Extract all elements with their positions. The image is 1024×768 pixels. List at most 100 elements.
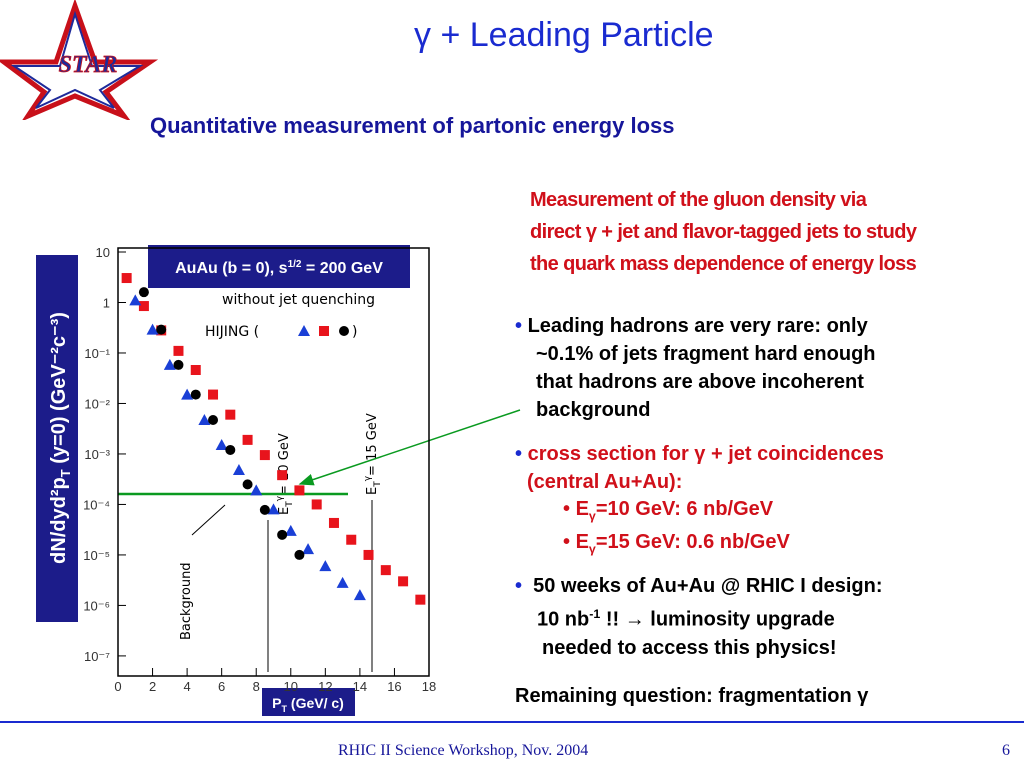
page-number: 6 xyxy=(1002,742,1010,759)
highlight-line: the quark mass dependence of energy loss xyxy=(530,253,917,275)
marker-triangle xyxy=(181,388,194,400)
marker-triangle xyxy=(336,576,349,588)
marker-circle xyxy=(190,389,201,400)
bullet-line: needed to access this physics! xyxy=(542,636,837,659)
star-logo: STAR xyxy=(0,0,159,120)
marker-square xyxy=(294,485,305,496)
y-tick-label: 10⁻⁷ xyxy=(84,649,110,664)
marker-circle xyxy=(225,444,236,455)
sub: γ xyxy=(588,542,596,556)
marker-square xyxy=(380,565,391,576)
ylabel-box xyxy=(36,255,78,622)
marker-triangle xyxy=(302,543,315,555)
bullet-dot: • xyxy=(515,575,523,597)
bullet-line: • 50 weeks of Au+Au @ RHIC I design: xyxy=(515,572,883,600)
bullet: • Leading hadrons are very rare: only ~0… xyxy=(515,312,876,424)
plot-frame xyxy=(117,247,430,677)
text: (y=0) (GeV⁻²c⁻³) xyxy=(48,312,70,469)
marker-triangle xyxy=(250,484,263,496)
bullet-line: • Leading hadrons are very rare: only xyxy=(515,312,876,340)
marker-square xyxy=(398,576,409,587)
y-tick-label: 10⁻⁵ xyxy=(83,548,110,563)
legend-close: ) xyxy=(352,324,357,340)
text: = 200 GeV xyxy=(301,260,383,277)
marker-square xyxy=(415,594,426,605)
sup: -1 xyxy=(589,607,601,621)
y-tick-label: 10⁻¹ xyxy=(84,346,110,361)
sub-item: • Eγ=10 GeV: 6 nb/GeV xyxy=(563,498,774,523)
label-box-text: AuAu (b = 0), s1/2 = 200 GeV xyxy=(175,259,383,277)
xlabel-box xyxy=(262,688,355,716)
highlight: Measurement of the gluon density via dir… xyxy=(530,184,917,280)
marker-triangle xyxy=(319,560,332,572)
marker-circle xyxy=(259,504,270,515)
marker-circle xyxy=(208,415,219,426)
marker-square xyxy=(363,549,374,560)
bullet-dot: • xyxy=(515,443,523,465)
bullet-line: (central Au+Au): xyxy=(527,471,683,493)
y-tick-label: 1 xyxy=(103,295,110,310)
label-box xyxy=(148,245,410,288)
question: Remaining question: fragmentation γ xyxy=(515,685,869,707)
y-axis-label: dN/dyd²pT (y=0) (GeV⁻²c⁻³) xyxy=(48,312,73,564)
annotation-arrow xyxy=(191,504,226,536)
text: E xyxy=(575,498,589,520)
marker-circle xyxy=(294,549,305,560)
sup: γ xyxy=(363,475,373,481)
sub: T xyxy=(285,501,295,508)
marker-triangle xyxy=(267,503,280,515)
marker-triangle xyxy=(129,294,142,306)
text: = 10 GeV xyxy=(277,433,292,496)
y-tick-label: 10⁻³ xyxy=(84,447,110,462)
marker-square xyxy=(208,389,219,400)
x-tick-label: 4 xyxy=(183,679,190,694)
bullet: • cross section for γ + jet coincidences… xyxy=(515,440,884,562)
marker-circle xyxy=(242,479,253,490)
star-outline xyxy=(0,0,159,120)
marker-square xyxy=(190,365,201,376)
marker-triangle xyxy=(284,524,297,536)
pointer-arrow xyxy=(298,409,521,486)
text: =10 GeV: 6 nb/GeV xyxy=(595,498,774,520)
annotation: Background xyxy=(179,562,194,640)
legend-open: HIJING ( xyxy=(205,324,259,340)
marker-triangle xyxy=(163,358,176,370)
x-tick-label: 6 xyxy=(218,679,225,694)
x-tick-label: 2 xyxy=(149,679,156,694)
marker-square xyxy=(328,517,339,528)
sup: 1/2 xyxy=(288,259,302,270)
annotation: ETγ= 15 GeV xyxy=(363,413,383,495)
highlight-line: direct γ + jet and flavor-tagged jets to… xyxy=(530,221,917,243)
marker-square xyxy=(346,534,357,545)
x-tick-label: 0 xyxy=(114,679,121,694)
legend-title: without jet quenching xyxy=(222,292,375,308)
y-tick-label: 10 xyxy=(96,245,110,260)
title: γ + Leading Particle xyxy=(414,16,714,54)
annotation: ETγ= 10 GeV xyxy=(275,433,295,515)
marker-square xyxy=(259,450,270,461)
legend xyxy=(298,325,349,336)
x-tick-label: 10 xyxy=(284,679,298,694)
text: AuAu (b = 0), s xyxy=(175,260,288,277)
marker-circle xyxy=(277,529,288,540)
x-axis-label: PT (GeV/ c) xyxy=(272,695,344,714)
sub-item: • Eγ=15 GeV: 0.6 nb/GeV xyxy=(563,531,790,556)
marker-square xyxy=(242,434,253,445)
marker-square xyxy=(311,499,322,510)
marker-circle xyxy=(173,359,184,370)
x-tick-label: 12 xyxy=(318,679,332,694)
footer-event: RHIC II Science Workshop, Nov. 2004 xyxy=(338,742,589,759)
marker-triangle xyxy=(215,439,228,451)
x-tick-label: 16 xyxy=(387,679,401,694)
marker-square xyxy=(156,325,167,336)
text: P xyxy=(272,695,281,711)
y-tick-label: 10⁻⁴ xyxy=(83,497,110,512)
bullet-line: ~0.1% of jets fragment hard enough xyxy=(536,343,876,365)
text: 10 nb xyxy=(537,608,590,631)
subtitle: Quantitative measurement of partonic ene… xyxy=(150,113,675,138)
bullet-dot: • xyxy=(515,315,523,337)
sub: γ xyxy=(588,509,596,523)
text: !! → luminosity upgrade xyxy=(600,608,835,631)
text: E xyxy=(575,531,589,553)
